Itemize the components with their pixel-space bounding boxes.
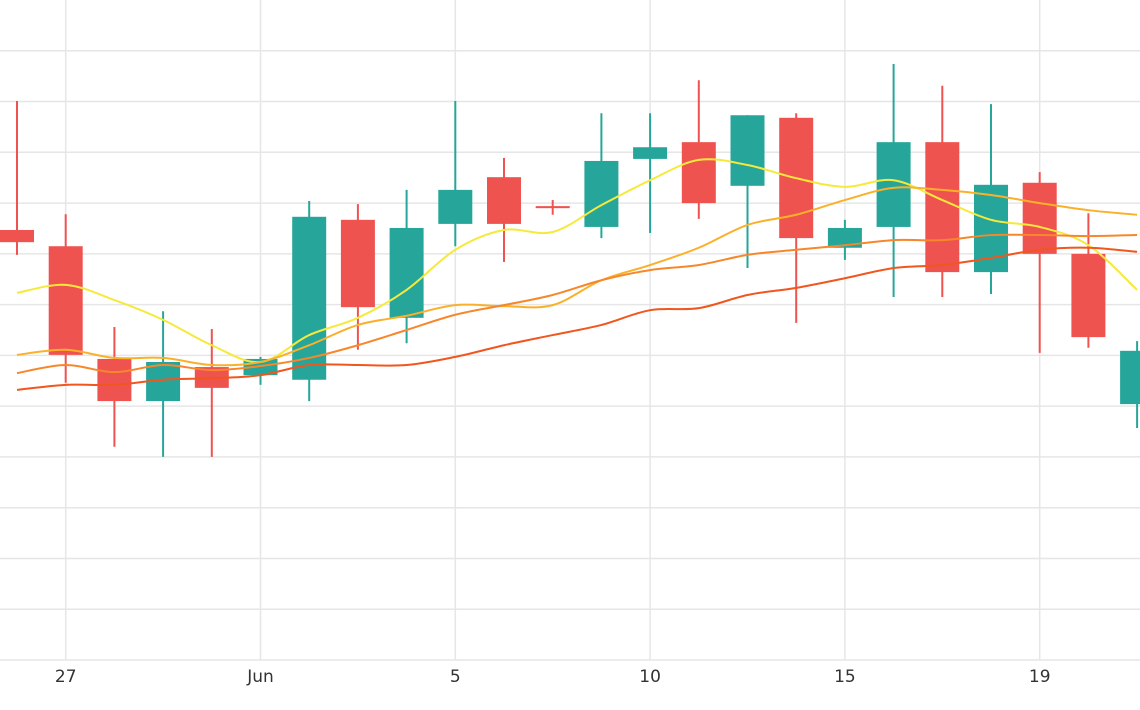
moving-average-line: [16, 186, 1138, 367]
candle-body: [1071, 253, 1106, 338]
candle-body: [487, 177, 521, 224]
x-tick-label: 27: [55, 667, 77, 687]
candle-body: [1022, 182, 1057, 254]
candle-body: [340, 219, 375, 308]
x-tick-label: 5: [450, 667, 461, 687]
candle-body: [389, 227, 424, 318]
candle-body: [681, 142, 716, 204]
moving-average-line: [16, 233, 1138, 375]
candle-body: [584, 160, 619, 227]
candle-body: [292, 216, 327, 380]
candle-body: [633, 147, 668, 159]
moving-average-line: [16, 158, 1138, 364]
candle-body: [925, 142, 960, 273]
x-tick-label: 10: [639, 667, 661, 687]
moving-average-line: [16, 246, 1138, 391]
candle-body: [0, 229, 34, 243]
candle-body: [97, 358, 132, 402]
x-tick-label: Jun: [246, 667, 274, 687]
candle-body: [730, 115, 765, 186]
candle-body: [438, 189, 473, 224]
x-tick-label: 15: [834, 667, 856, 687]
candle-body: [876, 142, 911, 227]
candle-body: [535, 206, 570, 209]
candle-body: [827, 227, 862, 248]
candle-body: [48, 246, 83, 355]
x-tick-label: 19: [1029, 667, 1051, 687]
candle-body: [1120, 350, 1140, 405]
